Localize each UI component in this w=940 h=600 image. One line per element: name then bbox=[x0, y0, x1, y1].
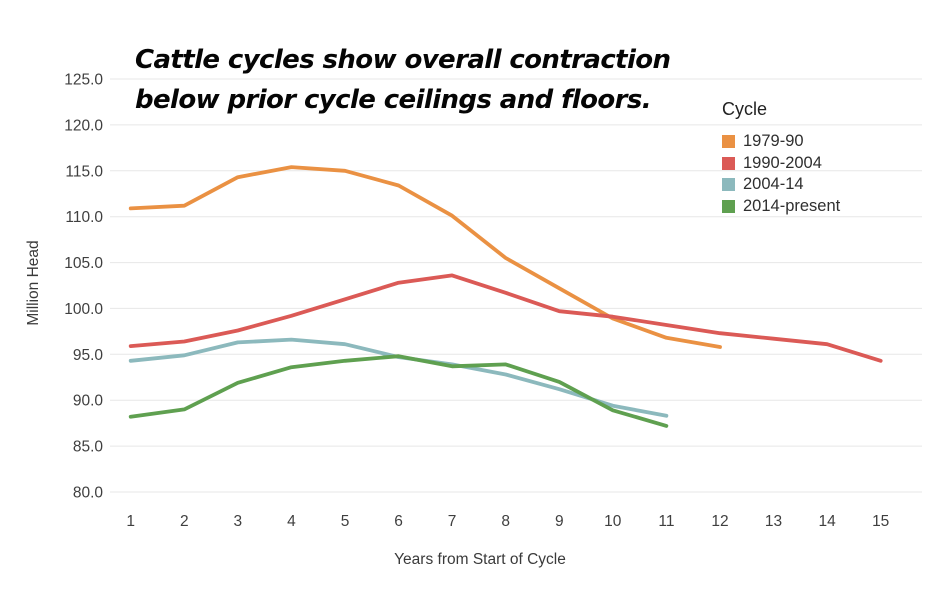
x-tick-label-12: 12 bbox=[711, 513, 728, 530]
y-tick-label-85.0: 85.0 bbox=[73, 439, 104, 456]
legend-label: 2014-present bbox=[743, 196, 841, 215]
x-tick-label-3: 3 bbox=[233, 513, 242, 530]
y-tick-label-105.0: 105.0 bbox=[64, 255, 103, 272]
legend-swatch-icon bbox=[722, 135, 735, 149]
legend-swatch-icon bbox=[722, 178, 735, 192]
x-tick-label-5: 5 bbox=[341, 513, 350, 530]
legend-item-1979-90: 1979-90 bbox=[722, 131, 840, 153]
legend-label: 1990-2004 bbox=[743, 153, 822, 172]
legend-item-1990-2004: 1990-2004 bbox=[722, 153, 840, 175]
x-tick-label-8: 8 bbox=[501, 513, 510, 530]
x-tick-label-13: 13 bbox=[765, 513, 782, 530]
chart-title-line2: below prior cycle ceilings and floors. bbox=[135, 85, 652, 115]
legend-label: 1979-90 bbox=[743, 132, 804, 151]
x-tick-label-6: 6 bbox=[394, 513, 403, 530]
y-tick-label-95.0: 95.0 bbox=[73, 347, 104, 364]
x-tick-label-7: 7 bbox=[448, 513, 457, 530]
x-tick-label-11: 11 bbox=[658, 513, 674, 530]
legend: Cycle 1979-90 1990-2004 2004-14 2014-presen… bbox=[722, 99, 840, 217]
x-axis-tick-labels: 1 2 3 4 5 6 7 8 9 10 11 12 13 14 15 bbox=[126, 513, 889, 530]
series-layer bbox=[128, 165, 883, 428]
y-tick-label-125.0: 125.0 bbox=[64, 72, 103, 89]
y-tick-label-90.0: 90.0 bbox=[73, 393, 104, 410]
legend-item-2004-14: 2004-14 bbox=[722, 174, 840, 196]
x-tick-label-9: 9 bbox=[555, 513, 564, 530]
series-line-2004-14 bbox=[128, 337, 669, 418]
chart-title-line1: Cattle cycles show overall contraction bbox=[135, 45, 671, 75]
x-tick-label-10: 10 bbox=[604, 513, 622, 530]
x-tick-label-1: 1 bbox=[126, 513, 135, 530]
x-tick-label-15: 15 bbox=[872, 513, 889, 530]
series-line-1990-2004 bbox=[128, 273, 883, 363]
y-axis-tick-labels: 80.0 85.0 90.0 95.0 100.0 105.0 110.0 115.0 120.… bbox=[64, 72, 103, 502]
legend-label: 2004-14 bbox=[743, 175, 804, 194]
series-line-2014-present bbox=[128, 354, 669, 428]
legend-items: 1979-90 1990-2004 2004-14 2014-present bbox=[722, 131, 840, 217]
y-tick-label-80.0: 80.0 bbox=[73, 485, 104, 502]
x-tick-label-4: 4 bbox=[287, 513, 296, 530]
legend-item-2014-present: 2014-present bbox=[722, 196, 840, 218]
legend-title: Cycle bbox=[722, 99, 768, 119]
x-axis-title: Years from Start of Cycle bbox=[394, 551, 566, 568]
y-axis-title: Million Head bbox=[25, 240, 42, 326]
chart-title: Cattle cycles show overall contraction b… bbox=[135, 40, 671, 120]
series-line-1979-90 bbox=[128, 165, 722, 349]
y-tick-label-110.0: 110.0 bbox=[65, 209, 103, 226]
y-tick-label-115.0: 115.0 bbox=[65, 163, 103, 180]
x-tick-label-2: 2 bbox=[180, 513, 189, 530]
legend-swatch-icon bbox=[722, 199, 735, 213]
legend-swatch-icon bbox=[722, 156, 735, 170]
x-tick-label-14: 14 bbox=[818, 513, 836, 530]
y-tick-label-120.0: 120.0 bbox=[64, 117, 103, 134]
y-tick-label-100.0: 100.0 bbox=[64, 301, 103, 318]
